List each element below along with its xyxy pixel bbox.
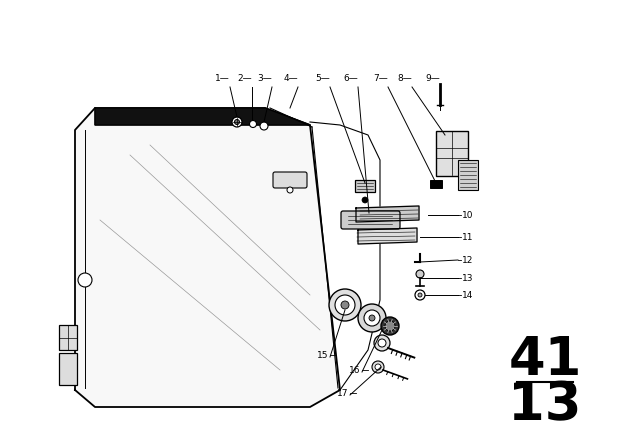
Circle shape	[362, 197, 368, 203]
Text: 7—: 7—	[373, 74, 388, 83]
Polygon shape	[95, 108, 310, 125]
Bar	[59, 353, 77, 385]
Circle shape	[234, 120, 239, 125]
Text: 9—: 9—	[425, 74, 440, 83]
Text: 41: 41	[508, 334, 582, 386]
Circle shape	[369, 315, 375, 321]
Circle shape	[260, 122, 268, 130]
Polygon shape	[356, 206, 419, 222]
Circle shape	[372, 361, 384, 373]
Circle shape	[374, 335, 390, 351]
Text: 5—: 5—	[316, 74, 330, 83]
Circle shape	[78, 273, 92, 287]
Text: 2—: 2—	[237, 74, 252, 83]
Text: 1—: 1—	[215, 74, 230, 83]
Bar	[355, 180, 375, 192]
Bar	[436, 131, 468, 176]
Text: 17: 17	[337, 388, 348, 397]
Text: 11: 11	[462, 233, 474, 241]
Circle shape	[329, 289, 361, 321]
Circle shape	[335, 295, 355, 315]
Text: 4—: 4—	[284, 74, 298, 83]
Text: 16: 16	[349, 366, 360, 375]
Circle shape	[358, 304, 386, 332]
Polygon shape	[75, 108, 340, 407]
Bar	[430, 180, 442, 188]
Text: 13: 13	[462, 273, 474, 283]
Text: 10: 10	[462, 211, 474, 220]
Circle shape	[287, 187, 293, 193]
Bar	[59, 325, 77, 350]
FancyBboxPatch shape	[273, 172, 307, 188]
FancyBboxPatch shape	[341, 211, 400, 229]
Text: 13: 13	[508, 379, 582, 431]
Circle shape	[378, 339, 386, 347]
Text: 12: 12	[462, 255, 474, 264]
Text: 8—: 8—	[397, 74, 412, 83]
Polygon shape	[358, 228, 417, 244]
Text: 6—: 6—	[343, 74, 358, 83]
Circle shape	[364, 310, 380, 326]
Circle shape	[341, 301, 349, 309]
Circle shape	[416, 270, 424, 278]
Circle shape	[381, 317, 399, 335]
Text: 14: 14	[462, 290, 474, 300]
Circle shape	[375, 364, 381, 370]
Circle shape	[385, 321, 395, 331]
Circle shape	[250, 121, 257, 128]
Circle shape	[415, 290, 425, 300]
Circle shape	[232, 117, 242, 127]
Text: 15: 15	[317, 350, 328, 359]
Bar	[458, 160, 478, 190]
Circle shape	[418, 293, 422, 297]
Text: 3—: 3—	[257, 74, 272, 83]
